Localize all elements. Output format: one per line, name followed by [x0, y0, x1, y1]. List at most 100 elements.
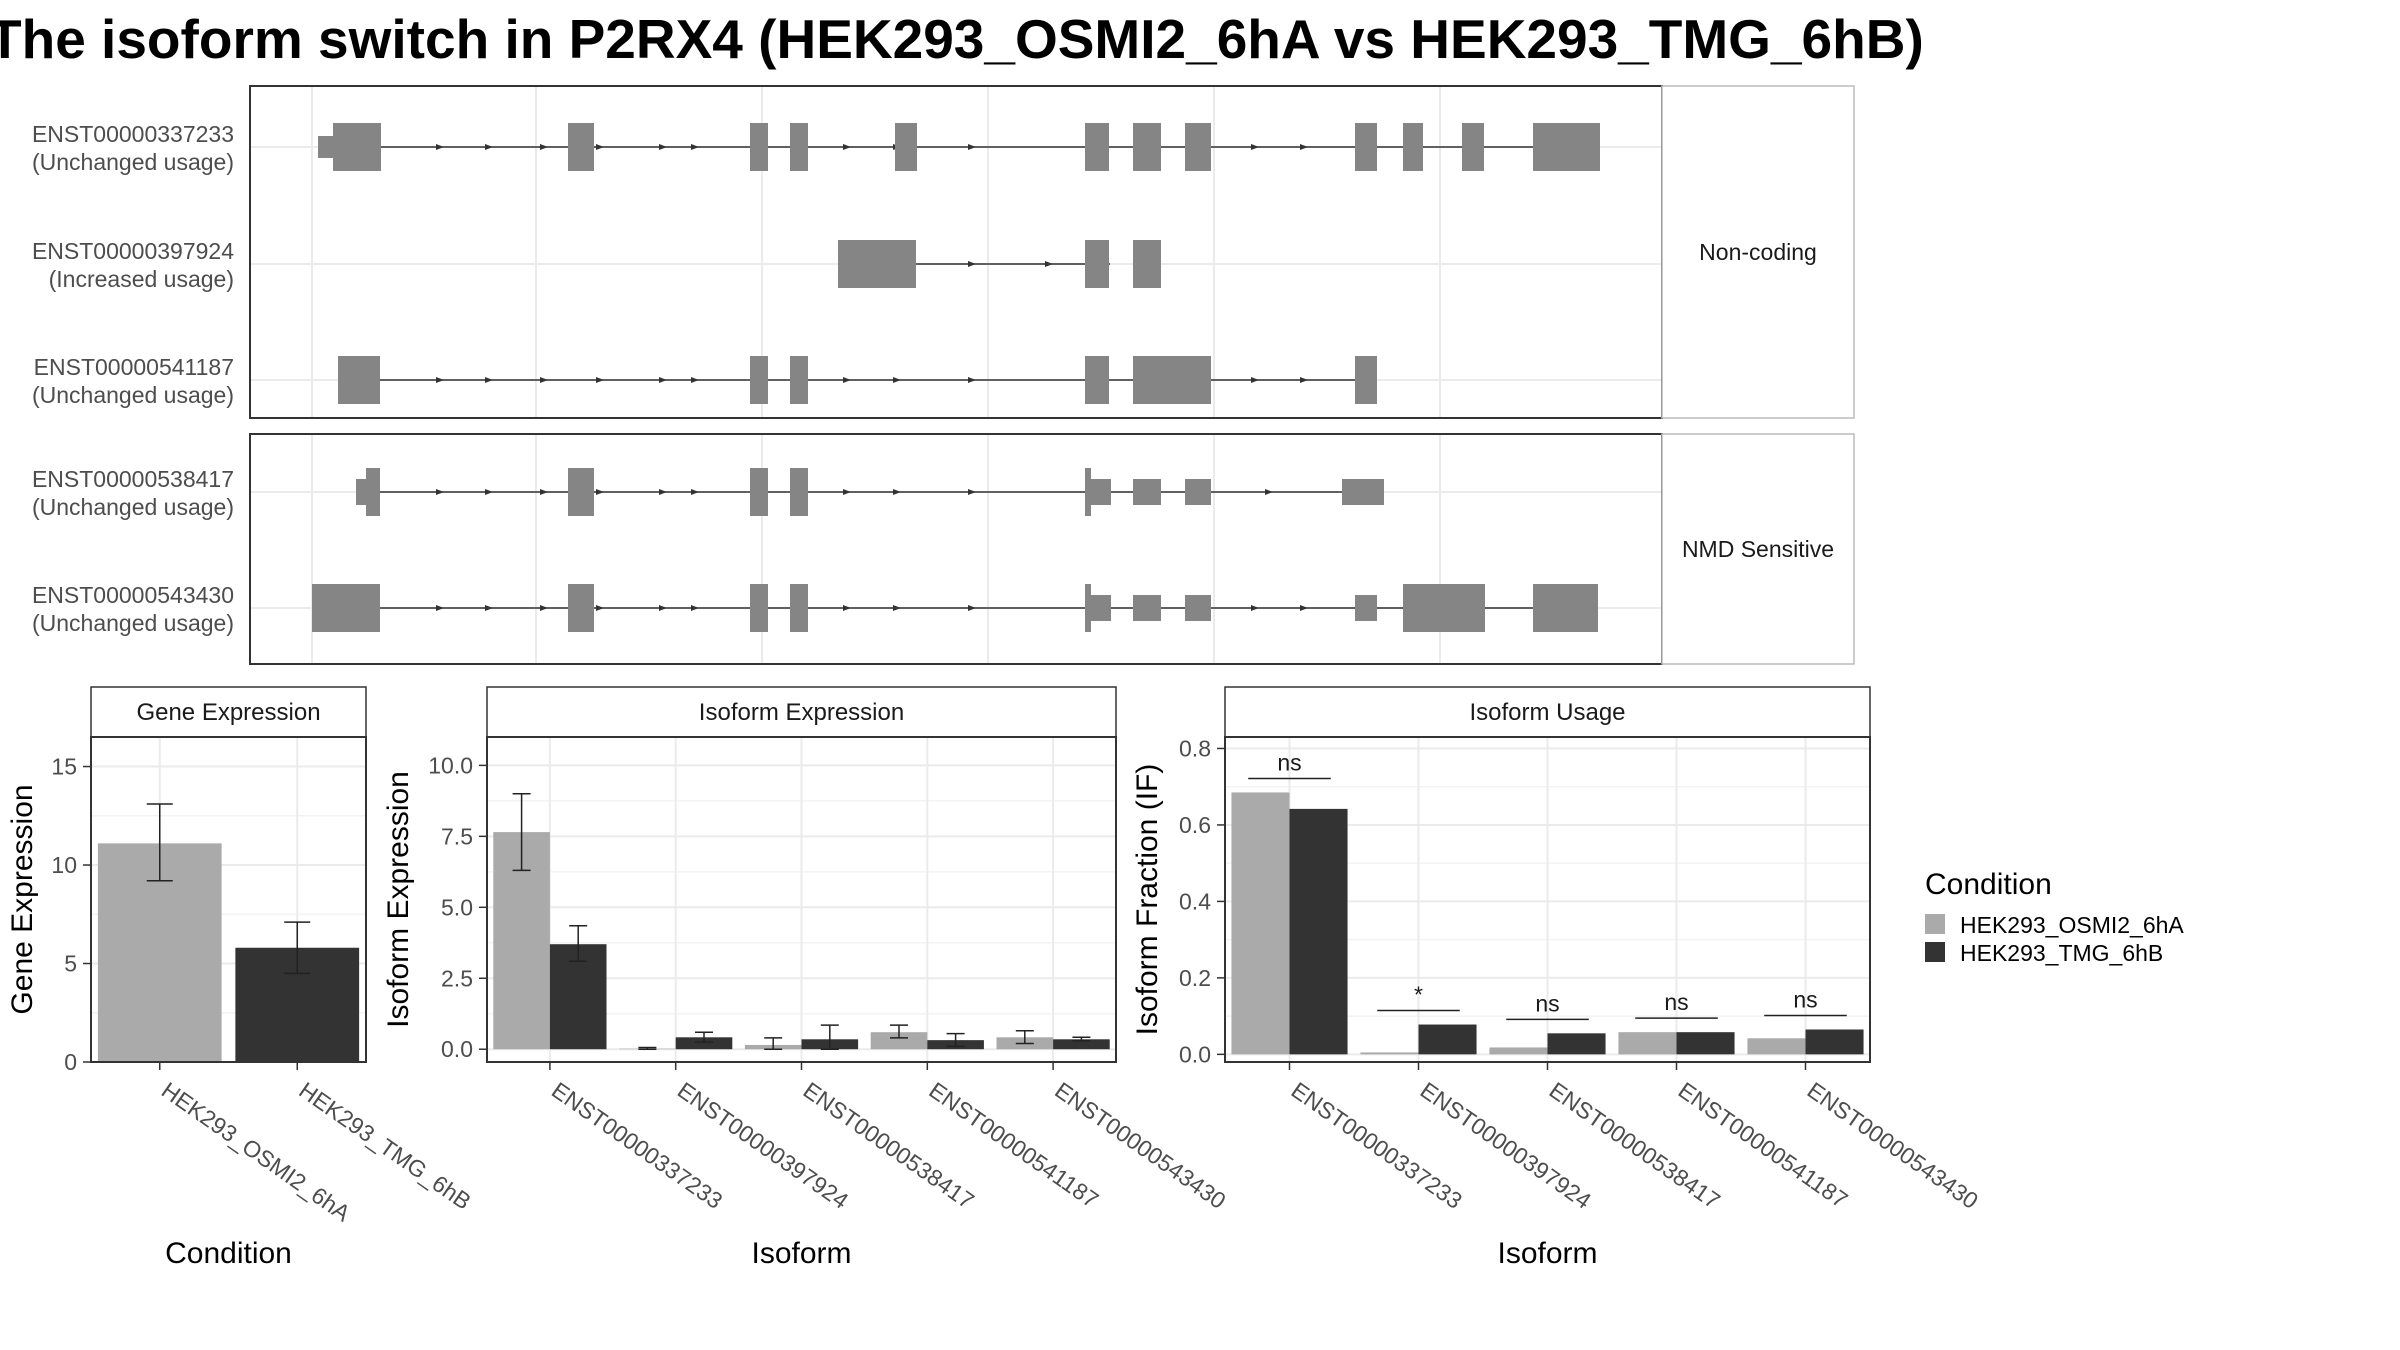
bar-ENST00000397924-HEK293_OSMI2_6hA: [1360, 1052, 1419, 1055]
exon-block: [1342, 479, 1384, 505]
exon-block: [790, 584, 808, 632]
exon-block: [1091, 479, 1111, 505]
exon-block: [568, 584, 594, 632]
intron-arrow-icon: [1251, 144, 1259, 150]
error-bar: [820, 1024, 839, 1050]
y-axis-title: Gene Expression: [6, 784, 39, 1014]
structure-panel-1: Non-coding: [249, 85, 1855, 419]
exon-block: [1085, 240, 1109, 288]
y-tick-label: 5: [64, 951, 77, 977]
exon-block: [366, 468, 380, 516]
legend-key-tmg: [1925, 942, 1945, 962]
transcript-usage-label: (Unchanged usage): [32, 382, 234, 408]
y-tick-label: 0.6: [1179, 812, 1211, 838]
transcript-id-label: ENST00000541187: [34, 354, 234, 380]
exon-block: [1545, 123, 1600, 171]
exon-block: [1355, 356, 1377, 404]
intron-arrow-icon: [968, 261, 976, 267]
structure-strip-label: Non-coding: [1699, 239, 1817, 265]
isoform-usage-panel: Isoform UsageENST00000337233ENST00000397…: [1131, 686, 1983, 1270]
intron-arrow-icon: [968, 144, 976, 150]
y-tick-label: 2.5: [441, 965, 473, 991]
error-bar: [695, 1031, 714, 1043]
condition-legend: Condition HEK293_OSMI2_6hA HEK293_TMG_6h…: [1925, 868, 2184, 966]
bar-ENST00000337233-HEK293_TMG_6hB: [1289, 808, 1348, 1055]
transcript-usage-label: (Increased usage): [49, 266, 234, 292]
intron-arrow-icon: [968, 605, 976, 611]
error-bar: [146, 803, 173, 882]
significance-label: ns: [1535, 990, 1559, 1016]
legend-title: Condition: [1925, 868, 2052, 901]
structure-strip: [1661, 85, 1855, 419]
bar-ENST00000543430-HEK293_TMG_6hB: [1053, 1039, 1110, 1050]
transcript-id-label: ENST00000538417: [32, 466, 234, 492]
figure-title: The isoform switch in P2RX4 (HEK293_OSMI…: [0, 8, 1924, 70]
panel-strip-label: Isoform Usage: [1469, 699, 1625, 726]
intron-arrow-icon: [436, 144, 444, 150]
exon-block: [568, 468, 594, 516]
exon-block: [1085, 123, 1109, 171]
y-tick-label: 15: [51, 754, 77, 780]
intron-arrow-icon: [893, 377, 901, 383]
panel-strip-label: Gene Expression: [136, 699, 320, 726]
y-tick-label: 0.0: [441, 1036, 473, 1062]
transcript-id-label: ENST00000397924: [32, 238, 234, 264]
bar-ENST00000397924-HEK293_TMG_6hB: [1418, 1024, 1477, 1055]
intron-arrow-icon: [540, 489, 548, 495]
x-axis-title: Isoform: [1497, 1237, 1597, 1270]
intron-arrow-icon: [540, 144, 548, 150]
panel-strip: [486, 686, 1117, 738]
exon-block: [1462, 123, 1484, 171]
error-bar: [1015, 1030, 1034, 1045]
exon-block: [1533, 584, 1598, 632]
y-tick-label: 0.2: [1179, 965, 1211, 991]
transcript-ENST00000543430: [312, 584, 1598, 632]
exon-block: [1085, 584, 1091, 632]
bar-ENST00000543430-HEK293_TMG_6hB: [1805, 1029, 1864, 1055]
intron-arrow-icon: [843, 377, 851, 383]
error-bar: [889, 1024, 908, 1039]
intron-arrow-icon: [436, 377, 444, 383]
intron-arrow-icon: [596, 377, 604, 383]
intron-arrow-icon: [843, 489, 851, 495]
y-tick-label: 10: [51, 852, 77, 878]
intron-arrow-icon: [691, 605, 699, 611]
intron-arrow-icon: [1251, 377, 1259, 383]
intron-arrow-icon: [485, 605, 493, 611]
isoform-expression-panel: Isoform ExpressionENST00000337233ENST000…: [382, 686, 1231, 1270]
exon-block: [1355, 123, 1377, 171]
exon-block: [895, 123, 917, 171]
error-bar: [569, 925, 588, 962]
transcript-usage-label: (Unchanged usage): [32, 149, 234, 175]
exon-block: [1533, 123, 1545, 171]
bar-ENST00000397924-HEK293_TMG_6hB: [675, 1037, 733, 1050]
error-bar: [946, 1032, 965, 1048]
intron-arrow-icon: [691, 489, 699, 495]
intron-arrow-icon: [436, 489, 444, 495]
transcript-id-label: ENST00000543430: [32, 582, 234, 608]
y-tick-label: 7.5: [441, 823, 473, 849]
exon-block: [1133, 479, 1161, 505]
intron-arrow-icon: [893, 605, 901, 611]
intron-arrow-icon: [968, 377, 976, 383]
significance-label: ns: [1793, 987, 1817, 1013]
x-axis-title: Condition: [165, 1237, 292, 1270]
legend-label-tmg: HEK293_TMG_6hB: [1960, 940, 2163, 966]
error-bar: [512, 793, 531, 872]
error-bar: [764, 1037, 783, 1050]
bar-ENST00000541187-HEK293_TMG_6hB: [1676, 1032, 1735, 1055]
intron-arrow-icon: [1045, 261, 1053, 267]
bar-ENST00000337233-HEK293_OSMI2_6hA: [1231, 792, 1290, 1055]
exon-block: [750, 356, 768, 404]
intron-arrow-icon: [843, 144, 851, 150]
bar-ENST00000538417-HEK293_OSMI2_6hA: [1489, 1047, 1548, 1055]
transcript-ENST00000337233: [318, 123, 1600, 171]
exon-block: [1085, 356, 1109, 404]
intron-arrow-icon: [893, 489, 901, 495]
plot-frame: [1224, 736, 1871, 1063]
intron-arrow-icon: [596, 144, 604, 150]
plot-frame: [486, 736, 1117, 1063]
intron-arrow-icon: [691, 377, 699, 383]
bar-ENST00000541187-HEK293_OSMI2_6hA: [1618, 1032, 1677, 1055]
